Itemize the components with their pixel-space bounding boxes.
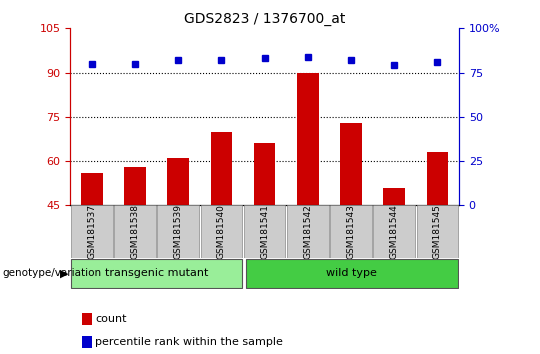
Bar bbox=[297, 73, 319, 205]
Bar bbox=[246, 259, 458, 288]
Bar bbox=[114, 205, 156, 258]
Bar bbox=[383, 188, 405, 205]
Text: wild type: wild type bbox=[326, 268, 376, 279]
Bar bbox=[254, 143, 275, 205]
Bar bbox=[124, 167, 146, 205]
Text: GSM181540: GSM181540 bbox=[217, 204, 226, 259]
Text: GSM181541: GSM181541 bbox=[260, 204, 269, 259]
Bar bbox=[167, 158, 189, 205]
Text: GSM181537: GSM181537 bbox=[87, 204, 96, 259]
Bar bbox=[211, 132, 232, 205]
Text: GSM181543: GSM181543 bbox=[347, 204, 355, 259]
Title: GDS2823 / 1376700_at: GDS2823 / 1376700_at bbox=[184, 12, 345, 26]
Text: GSM181545: GSM181545 bbox=[433, 204, 442, 259]
Bar bbox=[82, 313, 92, 325]
Bar bbox=[244, 205, 285, 258]
Bar bbox=[81, 173, 103, 205]
Bar bbox=[427, 152, 448, 205]
Bar bbox=[417, 205, 458, 258]
Text: GSM181544: GSM181544 bbox=[390, 205, 399, 259]
Text: GSM181542: GSM181542 bbox=[303, 205, 312, 259]
Bar bbox=[287, 205, 328, 258]
Bar bbox=[82, 336, 92, 348]
Text: transgenic mutant: transgenic mutant bbox=[105, 268, 208, 279]
Text: count: count bbox=[96, 314, 127, 324]
Bar bbox=[201, 205, 242, 258]
Text: GSM181538: GSM181538 bbox=[131, 204, 139, 259]
Bar bbox=[71, 259, 242, 288]
Bar bbox=[330, 205, 372, 258]
Bar bbox=[71, 205, 112, 258]
Bar bbox=[374, 205, 415, 258]
Text: GSM181539: GSM181539 bbox=[174, 204, 183, 259]
Bar bbox=[340, 123, 362, 205]
Bar bbox=[158, 205, 199, 258]
Text: genotype/variation: genotype/variation bbox=[3, 268, 102, 278]
Text: ▶: ▶ bbox=[59, 268, 68, 278]
Text: percentile rank within the sample: percentile rank within the sample bbox=[96, 337, 284, 347]
